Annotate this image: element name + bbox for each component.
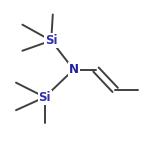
Text: Si: Si [45, 34, 57, 47]
Text: Si: Si [39, 91, 51, 104]
Text: N: N [69, 63, 79, 76]
